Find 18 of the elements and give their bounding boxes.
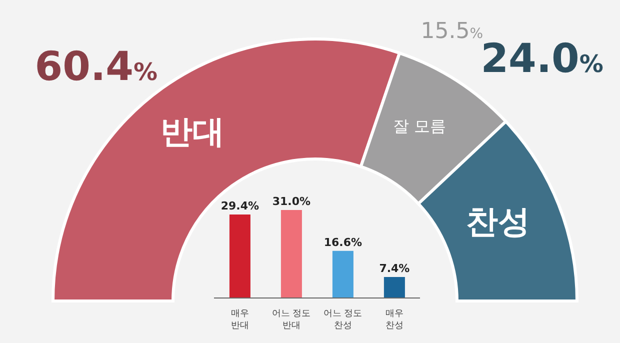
data-label: 24.0% [480,36,604,82]
data-label: 15.5% [420,19,484,44]
data-label: 31.0% [272,195,311,208]
bar [229,214,250,298]
slice-label: 반대 [160,112,224,151]
data-label: 7.4% [379,262,410,275]
slice-label: 잘 모름 [392,116,446,136]
data-label: 29.4% [220,200,260,213]
x-tick-label: 매우 찬성 [385,309,404,331]
bar [384,276,405,298]
data-label: 16.6% [324,236,362,249]
bar [332,250,354,298]
x-tick-label: 어느 정도 반대 [272,309,311,331]
data-label: 60.4% [34,44,158,90]
x-tick-label: 어느 정도 찬성 [323,309,362,331]
slice-label: 찬성 [466,202,530,241]
bar [280,210,302,298]
x-tick-label: 매우 반대 [230,309,249,331]
